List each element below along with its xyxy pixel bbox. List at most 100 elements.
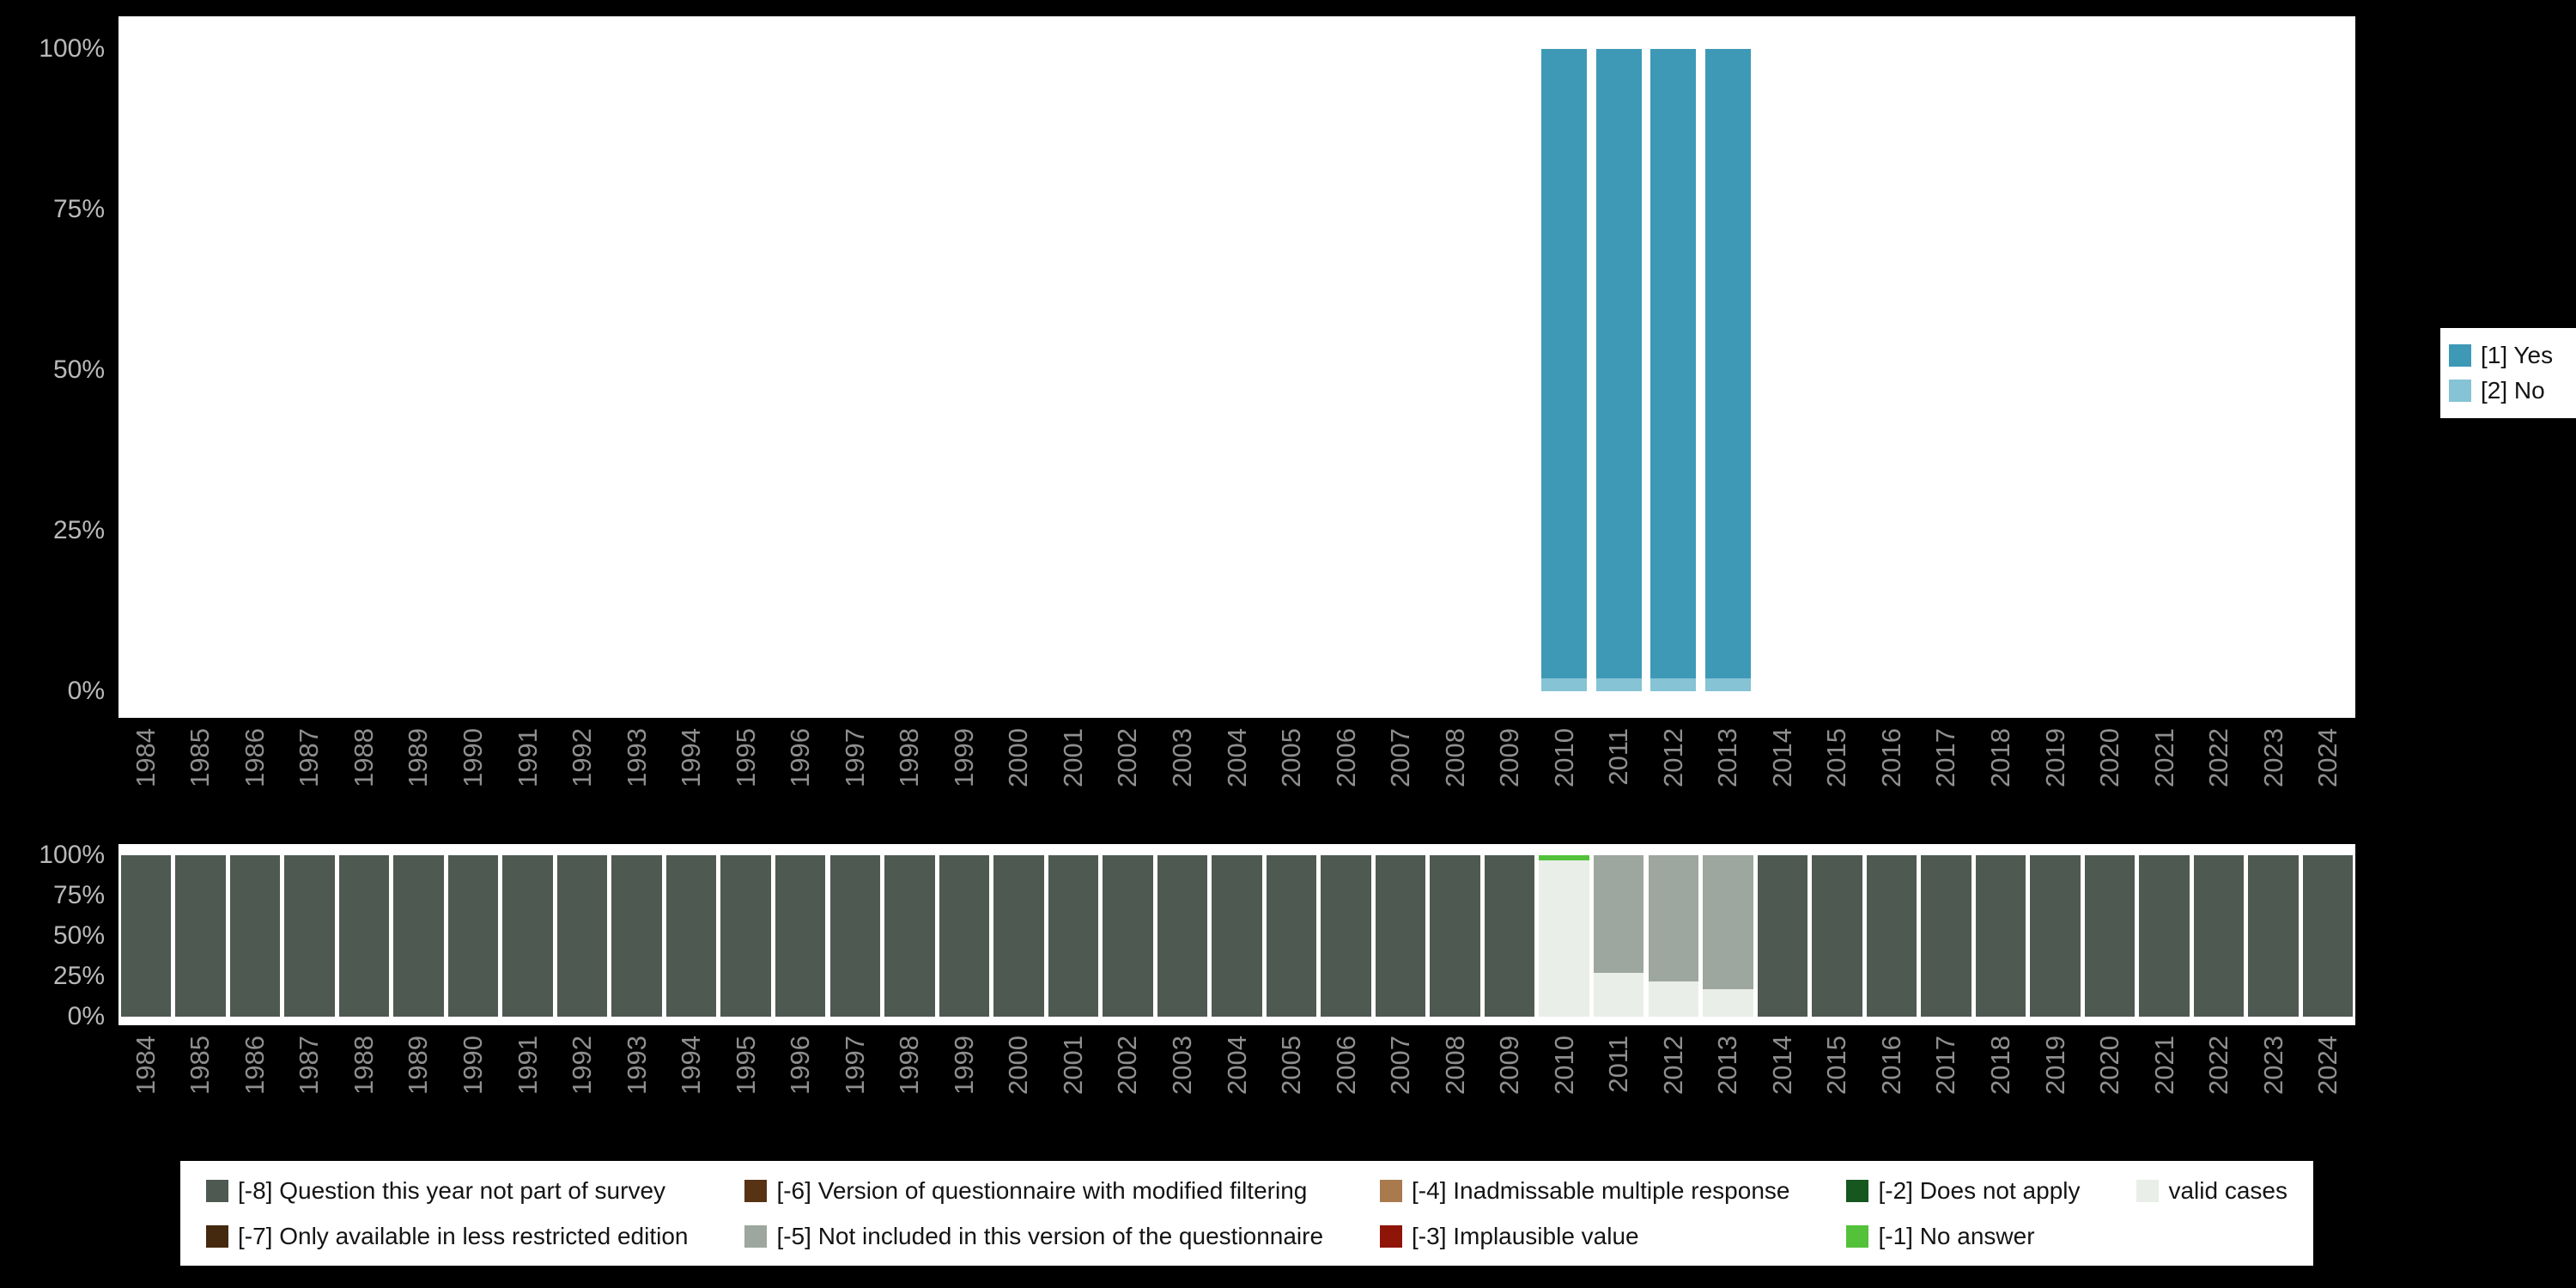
x-tick-label: 1993 [621,728,652,787]
x-tick-label: 2021 [2148,728,2179,787]
x-tick-label: 1997 [839,728,870,787]
legend-label: [-7] Only available in less restricted e… [238,1222,689,1249]
bar-segment [284,855,335,1017]
legend-swatch-icon [744,1224,768,1248]
bar-segment [829,855,880,1017]
legend-swatch-icon [2449,380,2471,402]
availability-plot-area [118,49,2355,691]
bar-segment [1921,855,1971,1017]
bar-segment [884,855,935,1017]
x-tick-label: 1986 [239,728,270,787]
bar-segment [1157,855,1208,1017]
bar-segment [1539,860,1589,1017]
x-tick-label: 1996 [785,728,816,787]
x-tick-label: 2022 [2203,728,2234,787]
x-tick-label: 1998 [894,1036,925,1095]
bar-segment [1266,855,1317,1017]
bar-segment [2303,855,2354,1017]
y-tick-label: 75% [52,881,105,909]
y-tick-label: 100% [39,841,105,869]
bar-segment [775,855,826,1017]
bar-segment [1812,855,1862,1017]
x-tick-label: 2024 [2312,728,2343,787]
bar-segment [1704,678,1751,691]
bar-segment [1212,855,1262,1017]
bar-segment [120,855,171,1017]
x-tick-label: 2011 [1603,728,1634,786]
legend-label: [2] No [2481,377,2545,404]
x-tick-label: 2008 [1439,728,1470,787]
legend-label: [-2] Does not apply [1878,1176,2081,1204]
x-tick-label: 1997 [839,1036,870,1095]
availability-chart: 100% 75% 50% 25% 0% 1984 1985 1986 1987 1988 1989… [39,16,2355,828]
x-tick-label: 1987 [294,728,325,787]
legend-label: [-8] Question this year not part of surv… [238,1176,666,1204]
legend-item: [2] No [2449,376,2567,405]
x-tick-label: 1993 [621,1036,652,1095]
x-tick-label: 1992 [567,728,598,787]
bar-segment [1103,855,1153,1017]
x-tick-label: 1990 [457,728,488,787]
legend-item: valid cases [2136,1176,2287,1206]
x-tick-label: 1995 [730,1036,761,1095]
bar-segment [502,855,553,1017]
x-tick-label: 2003 [1166,728,1197,787]
y-tick-label: 25% [52,962,105,990]
bar-segment [175,855,226,1017]
bar-segment [447,855,499,1017]
bar-segment [229,855,281,1017]
legend-label: [1] Yes [2481,342,2554,368]
legend-label: [-4] Inadmissable multiple response [1412,1176,1790,1204]
missing-values-x-axis-labels: 1984 1985 1986 1987 1988 1989 1990 1991 1992 1993… [118,1036,2355,1135]
x-tick-label: 2003 [1166,1036,1197,1095]
bar-segment [2030,855,2081,1017]
bar-segment [2193,855,2245,1017]
bar-segment [1648,981,1699,1017]
bar-segment [1975,855,2026,1017]
x-tick-label: 1985 [185,728,216,787]
bar-segment [1321,855,1371,1017]
legend-swatch-icon [206,1224,228,1248]
legend-swatch-icon [1380,1179,1403,1202]
x-tick-label: 1991 [512,1036,543,1095]
bar-segment [1541,678,1588,691]
x-tick-label: 2004 [1221,728,1252,787]
x-tick-label: 2019 [2039,728,2070,787]
x-tick-label: 1994 [676,728,707,787]
bar-segment [720,855,771,1017]
bar-segment [993,855,1044,1017]
x-tick-label: 2000 [1003,728,1034,787]
bar-segment [1048,855,1099,1017]
availability-chart-panel [118,16,2355,718]
missing-values-chart-panel [118,844,2355,1025]
x-tick-label: 1989 [403,728,434,787]
x-tick-label: 2002 [1112,1036,1143,1095]
legend-swatch-icon [2136,1179,2160,1202]
legend-swatch-icon [1380,1224,1403,1248]
bar-segment [1703,855,1753,990]
x-tick-label: 2018 [1985,728,2015,787]
x-tick-label: 1992 [567,1036,598,1095]
missing-values-y-axis-labels: 100% 75% 50% 25% 0% [9,842,105,1030]
legend-item: [-7] Only available in less restricted e… [206,1222,688,1251]
x-tick-label: 2022 [2203,1036,2234,1095]
x-tick-label: 1984 [130,1036,161,1095]
legend-swatch-icon [206,1179,228,1202]
x-tick-label: 2012 [1657,1036,1688,1095]
x-tick-label: 2013 [1712,728,1743,787]
bar-segment [1703,989,1753,1017]
x-tick-label: 2007 [1385,728,1416,787]
x-tick-label: 2011 [1603,1036,1634,1093]
x-tick-label: 1985 [185,1036,216,1095]
bar-segment [2084,855,2136,1017]
x-tick-label: 2020 [2094,728,2125,787]
x-tick-label: 2013 [1712,1036,1743,1095]
x-tick-label: 2015 [1821,728,1852,787]
x-tick-label: 2023 [2257,728,2288,787]
availability-legend: [1] Yes [2] No [2440,328,2576,418]
bar-segment [1430,855,1480,1017]
bar-segment [939,855,990,1017]
x-tick-label: 1988 [348,728,379,787]
bar-segment [1595,678,1642,691]
